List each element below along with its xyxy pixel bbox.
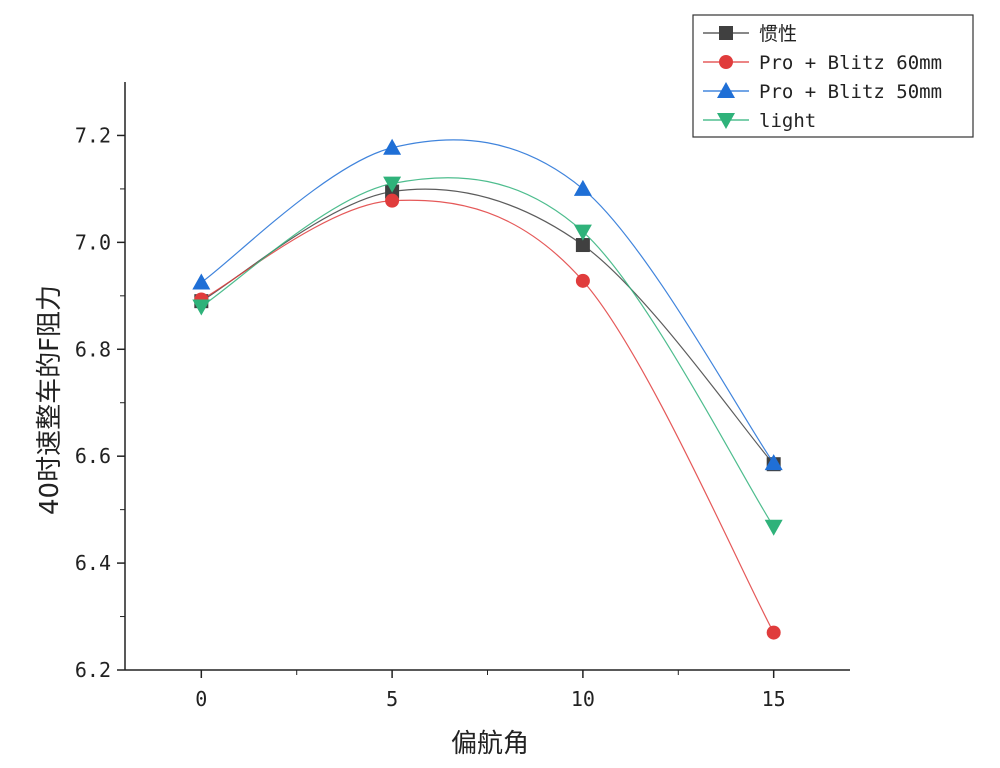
series-1	[194, 193, 781, 640]
series-2	[192, 138, 783, 471]
x-tick-label: 15	[762, 687, 786, 711]
legend-marker	[719, 26, 733, 40]
legend-item: Pro + Blitz 50mm	[703, 81, 942, 103]
data-point	[764, 519, 783, 536]
x-tick-label: 10	[571, 687, 595, 711]
data-point	[573, 179, 592, 196]
series-3	[192, 176, 783, 536]
y-tick-label: 6.4	[75, 551, 111, 575]
data-point	[192, 299, 211, 316]
y-tick-label: 6.2	[75, 658, 111, 682]
legend-label: Pro + Blitz 50mm	[759, 81, 942, 103]
legend-label: Pro + Blitz 60mm	[759, 52, 942, 74]
legend-item: Pro + Blitz 60mm	[703, 52, 942, 74]
series-line	[200, 139, 775, 464]
x-axis-title: 偏航角	[451, 729, 529, 759]
data-point	[192, 273, 211, 290]
legend-label: light	[759, 110, 816, 132]
legend-label: 惯性	[759, 23, 797, 45]
series-line	[200, 177, 775, 528]
y-tick-label: 7.2	[75, 123, 111, 147]
x-tick-label: 5	[386, 687, 398, 711]
series-line	[201, 199, 775, 633]
data-point	[575, 273, 590, 288]
y-axis-title: 40时速整车的F阻力	[35, 285, 65, 515]
series-layer	[192, 138, 783, 640]
axes: 0 5 10 15 6.2 6.4 6.6 6.8 7.0 7.2	[75, 82, 850, 711]
data-point	[383, 176, 402, 193]
data-point	[764, 454, 783, 471]
series-0	[194, 184, 781, 472]
legend-item: light	[703, 110, 816, 132]
legend-item: 惯性	[703, 23, 797, 45]
series-line	[201, 188, 775, 465]
legend-box	[692, 14, 974, 138]
legend: 惯性 Pro + Blitz 60mm Pro + Blitz 50mm light	[692, 14, 974, 138]
data-point	[575, 238, 590, 253]
legend-marker	[717, 82, 735, 98]
data-point	[385, 193, 400, 208]
data-point	[573, 224, 592, 241]
y-tick-label: 6.8	[75, 337, 111, 361]
data-point	[766, 625, 781, 640]
legend-marker	[719, 55, 733, 69]
y-tick-label: 6.6	[75, 444, 111, 468]
x-tick-label: 0	[195, 687, 207, 711]
data-point	[383, 138, 402, 155]
y-tick-label: 7.0	[75, 230, 111, 254]
legend-marker	[717, 113, 735, 129]
